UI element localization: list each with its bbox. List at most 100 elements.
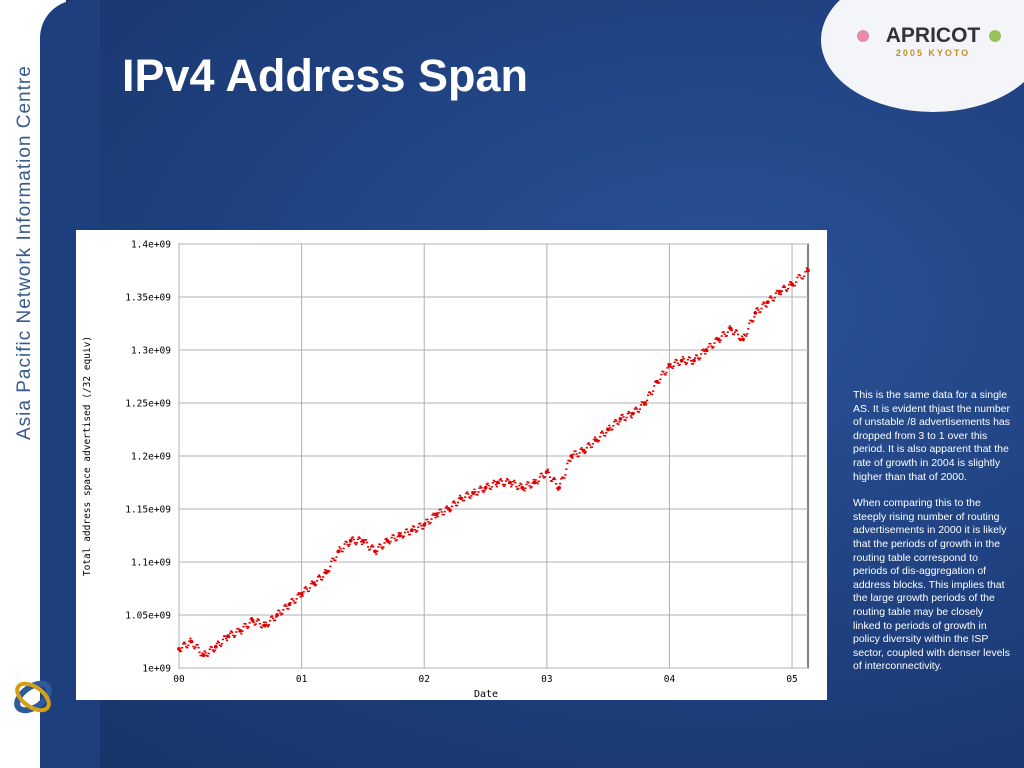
data-point <box>372 545 375 548</box>
data-point <box>590 446 593 448</box>
data-point <box>805 267 808 269</box>
data-point <box>532 480 537 485</box>
data-point <box>804 270 807 273</box>
data-point <box>397 532 400 534</box>
y-tick-label: 1.35e+09 <box>125 293 171 304</box>
data-point <box>348 538 353 543</box>
data-point <box>777 289 782 294</box>
data-point <box>206 655 209 657</box>
data-point <box>410 528 414 533</box>
data-point <box>783 286 787 289</box>
data-point <box>262 623 267 628</box>
data-point <box>285 605 288 608</box>
data-point <box>430 518 433 520</box>
data-point <box>468 496 471 498</box>
data-point <box>388 542 391 545</box>
data-point <box>264 621 268 624</box>
data-point <box>439 508 442 511</box>
data-point <box>730 329 733 332</box>
data-point <box>611 428 614 431</box>
data-point <box>413 526 416 528</box>
data-point <box>793 284 796 287</box>
data-point <box>710 345 713 347</box>
data-point <box>249 618 252 620</box>
data-point <box>275 616 278 618</box>
data-point <box>692 358 696 363</box>
data-point <box>451 501 455 504</box>
data-point <box>534 479 537 481</box>
data-point <box>322 576 325 578</box>
data-point <box>626 412 629 415</box>
data-point <box>779 293 783 296</box>
y-tick-label: 1e+09 <box>142 664 171 675</box>
data-point <box>493 480 496 483</box>
data-point <box>512 480 515 483</box>
data-point <box>566 462 569 465</box>
data-point <box>213 649 216 652</box>
data-point <box>738 339 742 342</box>
data-point <box>181 646 184 649</box>
data-point <box>524 487 527 490</box>
data-point <box>625 416 628 419</box>
data-point <box>200 654 203 657</box>
data-point <box>403 531 407 534</box>
data-point <box>198 651 201 654</box>
data-point <box>796 276 799 279</box>
data-point <box>703 350 706 353</box>
data-point <box>492 479 495 482</box>
data-point <box>191 641 194 643</box>
data-point <box>329 565 332 568</box>
data-point <box>651 393 654 396</box>
data-point <box>787 283 791 286</box>
data-point <box>663 373 666 375</box>
data-point <box>280 614 283 616</box>
data-point <box>630 416 633 419</box>
data-point <box>713 342 716 344</box>
data-point <box>345 541 348 544</box>
data-point <box>330 560 333 563</box>
data-point <box>422 528 425 530</box>
data-point <box>612 425 615 427</box>
data-point <box>671 367 674 370</box>
data-point <box>679 358 684 363</box>
data-point <box>654 380 657 383</box>
data-point <box>428 522 431 525</box>
data-point <box>723 333 726 335</box>
data-point <box>652 390 655 392</box>
data-point <box>677 364 680 367</box>
data-point <box>641 401 645 404</box>
data-point <box>801 277 804 280</box>
data-point <box>554 478 557 481</box>
data-point <box>352 538 355 541</box>
data-point <box>628 412 631 414</box>
data-point <box>542 477 545 479</box>
data-point <box>702 348 705 351</box>
data-point <box>304 586 307 588</box>
description-text: This is the same data for a single AS. I… <box>853 389 1013 687</box>
data-point <box>595 438 599 441</box>
data-point <box>432 512 435 515</box>
data-point <box>767 300 770 303</box>
data-point <box>356 538 360 541</box>
data-point <box>672 365 675 367</box>
data-point <box>267 624 271 626</box>
data-point <box>756 307 759 309</box>
data-point <box>309 582 313 585</box>
data-point <box>718 341 721 343</box>
data-point <box>714 338 717 340</box>
data-point <box>201 653 206 658</box>
data-point <box>565 468 568 470</box>
data-point <box>461 497 464 499</box>
badge-subtitle: 2005 KYOTO <box>896 48 970 58</box>
data-point <box>586 443 589 445</box>
data-point <box>792 285 795 287</box>
data-point <box>436 515 439 518</box>
data-point <box>390 536 393 539</box>
data-point <box>296 593 299 596</box>
data-point <box>387 541 390 544</box>
data-point <box>552 476 556 479</box>
data-point <box>323 571 326 574</box>
data-point <box>642 404 646 406</box>
data-point <box>480 487 483 489</box>
y-tick-label: 1.05e+09 <box>125 611 171 622</box>
